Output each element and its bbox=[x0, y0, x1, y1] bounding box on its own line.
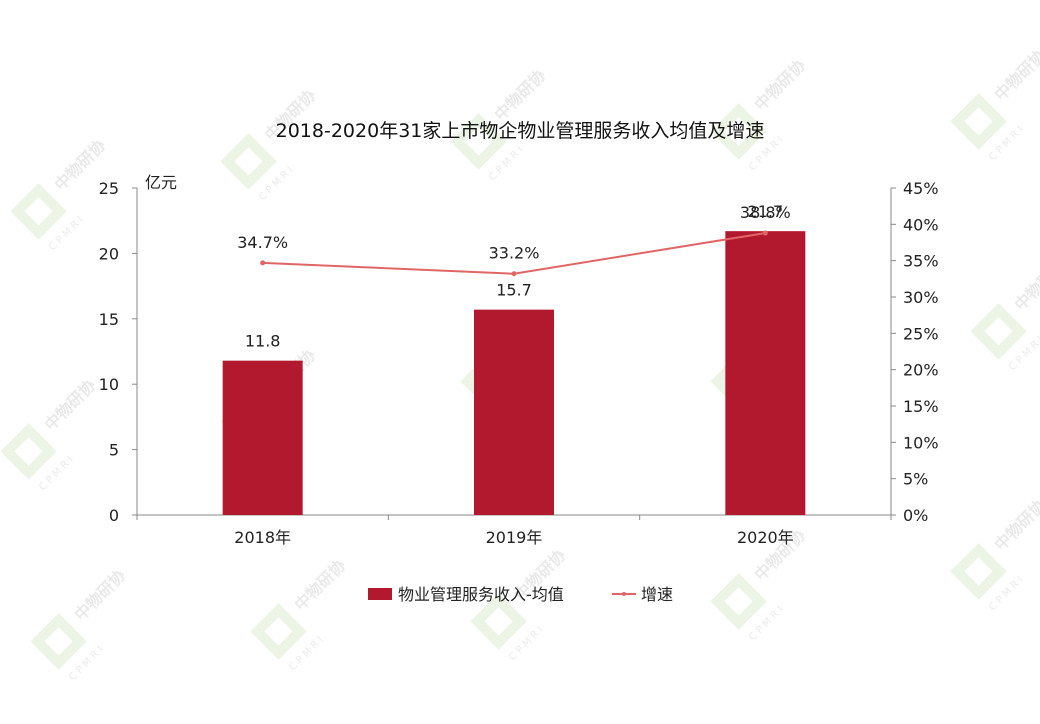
left-axis-tick-label: 5 bbox=[109, 441, 119, 460]
right-axis-tick-label: 10% bbox=[903, 433, 939, 452]
line-data-label: 34.7% bbox=[237, 233, 288, 252]
legend-swatch-bar bbox=[368, 588, 392, 600]
watermark-house-icon bbox=[950, 93, 1007, 150]
watermark-house-icon bbox=[250, 603, 307, 660]
x-axis-category-label: 2018年 bbox=[234, 528, 291, 547]
left-axis-ticks: 0 5 10 15 20 25 bbox=[99, 179, 137, 525]
bar bbox=[474, 309, 554, 515]
watermark-house-icon bbox=[970, 303, 1027, 360]
right-axis-tick-label: 35% bbox=[903, 252, 939, 271]
left-axis-tick-label: 20 bbox=[99, 244, 119, 263]
right-axis-tick-label: 40% bbox=[903, 215, 939, 234]
bar bbox=[222, 360, 303, 515]
legend-swatch-marker bbox=[622, 592, 626, 596]
watermark-house-icon bbox=[710, 573, 767, 630]
line-point bbox=[260, 260, 266, 266]
left-axis-unit-label: 亿元 bbox=[145, 173, 177, 192]
watermark-house-icon bbox=[950, 543, 1007, 600]
x-axis-category-label: 2020年 bbox=[737, 528, 794, 547]
right-axis-tick-label: 45% bbox=[903, 179, 939, 198]
right-axis-tick-label: 5% bbox=[903, 470, 928, 489]
bar-data-label: 15.7 bbox=[496, 281, 532, 300]
legend-label-line: 增速 bbox=[641, 585, 673, 604]
right-axis-tick-label: 30% bbox=[903, 288, 939, 307]
watermark-text: 中物研协 bbox=[1011, 256, 1040, 315]
watermark-text: 中物研协 bbox=[71, 566, 130, 625]
right-axis-tick-label: 0% bbox=[903, 506, 928, 525]
line-data-label: 38.8% bbox=[740, 203, 791, 222]
x-axis-ticks: 2018年 2019年 2020年 bbox=[136, 515, 892, 547]
chart-title: 2018-2020年31家上市物企物业管理服务收入均值及增速 bbox=[276, 120, 765, 142]
line-point bbox=[762, 230, 768, 236]
watermark-text: 中物研协 bbox=[291, 556, 350, 615]
watermark-text: 中物研协 bbox=[991, 46, 1040, 105]
watermark-text: 中物研协 bbox=[41, 376, 100, 435]
left-axis-tick-label: 10 bbox=[99, 375, 119, 394]
watermark-text: 中物研协 bbox=[751, 56, 810, 115]
right-axis-tick-label: 25% bbox=[903, 324, 939, 343]
bar-data-label: 21.7 bbox=[748, 202, 784, 221]
right-axis-ticks: 0% 5% 10% 15% 20% 25% 30% 35% 40% 45% bbox=[891, 179, 939, 525]
line-series: 34.7% 33.2% 38.8% bbox=[237, 203, 791, 277]
left-axis-tick-label: 0 bbox=[109, 506, 119, 525]
bar-data-label: 11.8 bbox=[245, 332, 281, 351]
watermark-house-icon bbox=[10, 183, 67, 240]
right-axis-tick-label: 20% bbox=[903, 361, 939, 380]
left-axis-tick-label: 15 bbox=[99, 310, 119, 329]
line-point bbox=[511, 271, 517, 277]
legend: 物业管理服务收入-均值 增速 bbox=[368, 585, 673, 604]
watermark-text: 中物研协 bbox=[991, 496, 1040, 555]
legend-label-bar: 物业管理服务收入-均值 bbox=[398, 585, 564, 604]
bar bbox=[725, 231, 806, 515]
x-axis-category-label: 2019年 bbox=[486, 528, 543, 547]
watermark-text: 中物研协 bbox=[491, 66, 550, 125]
watermark-house-icon bbox=[710, 103, 767, 160]
watermark-house-icon bbox=[470, 593, 527, 650]
watermark-layer: 中物研协CPMRI中物研协CPMRI中物研协CPMRI中物研协CPMRI中物研协… bbox=[0, 46, 1040, 683]
bar-series: 11.8 15.7 21.7 bbox=[222, 202, 806, 515]
line-data-label: 33.2% bbox=[489, 244, 540, 263]
watermark-house-icon bbox=[30, 613, 87, 670]
right-axis-tick-label: 15% bbox=[903, 397, 939, 416]
left-axis-tick-label: 25 bbox=[99, 179, 119, 198]
